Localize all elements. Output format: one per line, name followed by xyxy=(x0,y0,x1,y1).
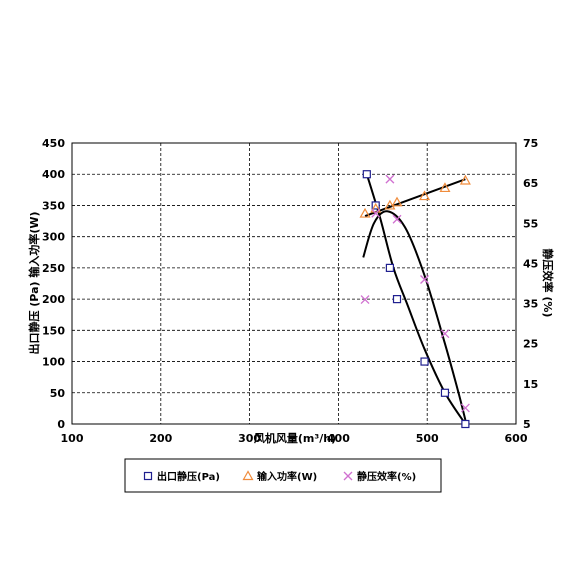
legend-items: 出口静压(Pa) 输入功率(W) 静压效率(%) xyxy=(143,470,416,483)
y-right-tick-label: 25 xyxy=(523,338,538,351)
y-left-tick-label: 150 xyxy=(42,324,65,337)
marker-series-3 xyxy=(385,174,395,184)
x-tick-label: 100 xyxy=(61,432,84,445)
y-left-tick-label: 50 xyxy=(50,387,66,400)
y-right-tick-label: 55 xyxy=(523,217,538,230)
marker-series-1 xyxy=(392,295,402,304)
marker-series-2 xyxy=(419,190,431,201)
x-tick-label: 200 xyxy=(149,432,172,445)
legend-marker-3 xyxy=(343,471,353,481)
y-right-tick-label: 35 xyxy=(523,298,538,311)
marker-series-3 xyxy=(371,208,381,218)
legend: 出口静压(Pa) 输入功率(W) 静压效率(%) xyxy=(124,458,442,493)
marker-series-2 xyxy=(459,174,471,185)
legend-marker-1 xyxy=(143,471,153,481)
x-axis-title: 风机风量(m³/h) xyxy=(254,431,336,445)
y-right-tick-label: 15 xyxy=(523,378,538,391)
marker-series-2 xyxy=(391,196,403,207)
legend-label-3: 静压效率(%) xyxy=(357,470,416,483)
marker-series-3 xyxy=(440,329,450,339)
marker-series-2 xyxy=(359,207,371,218)
y-right-tick-labels: 5 15 25 35 45 55 65 75 xyxy=(523,137,538,431)
marker-series-3 xyxy=(420,275,429,284)
data-markers xyxy=(359,170,471,429)
marker-series-2 xyxy=(384,199,396,210)
marker-series-1 xyxy=(371,201,380,210)
y-left-tick-label: 350 xyxy=(42,199,65,212)
y-left-tick-label: 400 xyxy=(42,168,65,181)
x-tick-label: 500 xyxy=(416,432,439,445)
fit-curve-2 xyxy=(364,178,466,217)
x-tick-label: 300 xyxy=(238,432,261,445)
marker-series-3 xyxy=(392,214,402,224)
y-right-tick-label: 65 xyxy=(523,177,538,190)
y-right-axis-title: 静压效率 (%) xyxy=(541,249,555,318)
legend-marker-2 xyxy=(242,470,254,481)
marker-series-2 xyxy=(439,182,451,193)
x-tick-labels: 100 200 300 400 500 600 xyxy=(61,432,528,445)
y-left-tick-label: 450 xyxy=(42,137,65,150)
legend-box xyxy=(124,458,442,493)
y-right-tick-label: 45 xyxy=(523,257,538,270)
y-right-tick-label: 75 xyxy=(523,137,538,150)
marker-series-3 xyxy=(360,295,370,305)
y-left-tick-label: 200 xyxy=(42,293,65,306)
legend-label-2: 输入功率(W) xyxy=(257,470,317,483)
y-left-tick-label: 300 xyxy=(42,231,65,244)
y-right-tick-label: 5 xyxy=(523,418,531,431)
x-tick-label: 600 xyxy=(505,432,528,445)
marker-series-1 xyxy=(385,263,395,272)
marker-series-3 xyxy=(460,403,470,413)
y-left-axis-title: 出口静压 (Pa) 输入功率(W) xyxy=(27,211,41,354)
y-left-tick-label: 100 xyxy=(42,356,65,369)
fit-curve-3 xyxy=(362,210,467,421)
marker-series-1 xyxy=(420,357,429,366)
y-left-tick-labels: 0 50 100 150 200 250 300 350 400 450 xyxy=(42,137,65,431)
y-left-tick-label: 0 xyxy=(57,418,65,431)
x-tick-label: 400 xyxy=(327,432,350,445)
y-left-tick-label: 250 xyxy=(42,262,65,275)
legend-label-1: 出口静压(Pa) xyxy=(157,470,220,483)
marker-series-1 xyxy=(362,170,371,179)
marker-series-2 xyxy=(370,202,382,213)
marker-series-1 xyxy=(440,388,450,397)
marker-series-1 xyxy=(461,419,470,429)
